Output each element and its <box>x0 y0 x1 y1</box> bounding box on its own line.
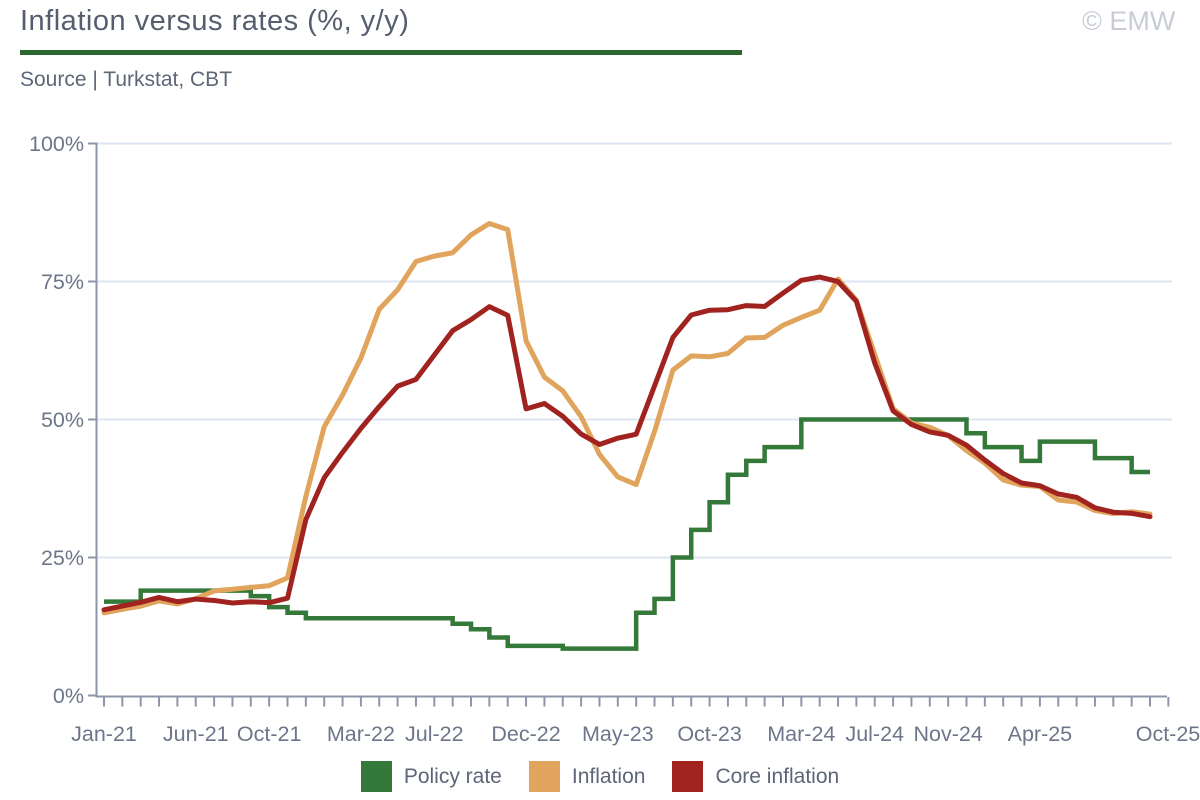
y-tick-label: 0% <box>53 684 84 708</box>
x-tick-label: Jun-21 <box>163 722 229 746</box>
inflation-line <box>101 220 1153 616</box>
core-inflation-swatch-icon <box>672 761 704 792</box>
x-tick-label: Dec-22 <box>491 722 560 746</box>
legend-label-inflation: Inflation <box>571 764 646 788</box>
x-tick-label: Oct-25 <box>1136 722 1200 746</box>
policy-rate-swatch-icon <box>360 761 392 792</box>
page-title: Inflation versus rates (%, y/y) <box>20 5 410 37</box>
x-tick-label: Oct-23 <box>677 722 742 746</box>
legend: Policy rate Inflation Core inflation <box>0 761 1200 792</box>
y-tick-label: 50% <box>41 408 84 432</box>
x-tick-label: Apr-25 <box>1008 722 1073 746</box>
watermark: © EMW <box>1082 6 1176 36</box>
x-tick-label: Jul-22 <box>405 722 464 746</box>
x-tick-label: Mar-22 <box>327 722 395 746</box>
x-tick-label: May-23 <box>582 722 654 746</box>
inflation-swatch-icon <box>528 761 560 792</box>
legend-item-inflation: Inflation <box>528 761 646 792</box>
legend-item-core-inflation: Core inflation <box>672 761 839 792</box>
x-tick-label: Jan-21 <box>71 722 137 746</box>
policy-rate-line <box>104 417 1150 651</box>
y-tick-label: 25% <box>41 546 84 570</box>
legend-item-policy-rate: Policy rate <box>360 761 502 792</box>
y-tick-label: 100% <box>29 132 84 156</box>
x-tick-label: Jul-24 <box>845 722 904 746</box>
legend-label-core-inflation: Core inflation <box>715 764 840 788</box>
y-tick-label: 75% <box>41 270 84 294</box>
x-tick-label: Oct-21 <box>237 722 302 746</box>
source-caption: Source | Turkstat, CBT <box>20 68 233 91</box>
core-inflation-line <box>101 274 1153 613</box>
x-tick-label: Mar-24 <box>767 722 835 746</box>
x-tick-label: Nov-24 <box>913 722 982 746</box>
title-underline <box>20 50 742 55</box>
legend-label-policy-rate: Policy rate <box>403 764 502 788</box>
